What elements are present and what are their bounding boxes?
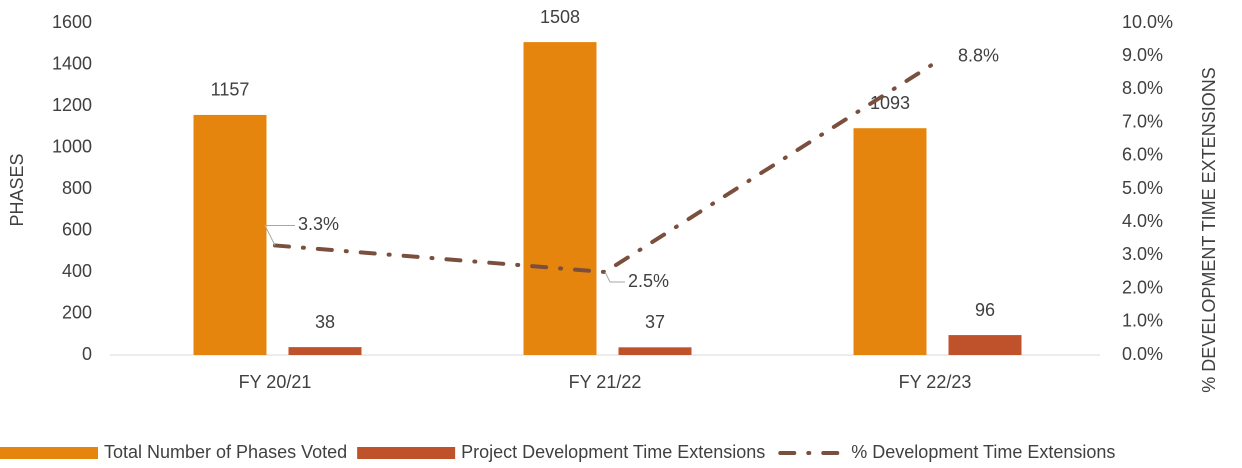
y-tick-label: 600 <box>62 219 92 239</box>
data-label: 1508 <box>540 7 580 27</box>
y-tick-label: 0 <box>82 344 92 364</box>
bar <box>618 347 692 355</box>
y2-tick-label: 1.0% <box>1122 311 1163 331</box>
legend-swatch <box>357 447 456 459</box>
line <box>273 60 937 275</box>
data-label: 96 <box>975 300 995 320</box>
data-label: 1157 <box>211 80 250 100</box>
bar <box>948 335 1022 355</box>
data-label: 2.5% <box>628 271 669 291</box>
leader-line <box>264 224 295 246</box>
y-tick-label: 800 <box>62 178 92 198</box>
x-tick-label: FY 21/22 <box>569 372 642 392</box>
y2-tick-label: 6.0% <box>1122 145 1163 165</box>
y2-tick-label: 4.0% <box>1122 211 1163 231</box>
data-label: 8.8% <box>958 46 999 66</box>
bar <box>853 128 927 355</box>
legend-swatch <box>0 447 98 459</box>
y2-tick-label: 2.0% <box>1122 277 1163 297</box>
data-label: 1093 <box>870 93 910 113</box>
y2-tick-label: 7.0% <box>1122 111 1163 131</box>
bar <box>193 114 267 355</box>
y-tick-label: 1200 <box>52 95 92 115</box>
y-tick-label: 1400 <box>52 53 92 73</box>
y2-tick-label: 5.0% <box>1122 178 1163 198</box>
legend-label: % Development Time Extensions <box>851 442 1115 462</box>
y2-tick-label: 8.0% <box>1122 78 1163 98</box>
y2-axis-title: % DEVELOPMENT TIME EXTENSIONS <box>1199 67 1219 392</box>
x-tick-label: FY 22/23 <box>899 372 972 392</box>
bar <box>523 42 597 356</box>
x-tick-label: FY 20/21 <box>239 372 312 392</box>
leader-line <box>604 271 625 283</box>
data-label: 37 <box>645 312 665 332</box>
bar <box>288 347 362 355</box>
y-tick-label: 1600 <box>52 12 92 32</box>
y2-tick-label: 3.0% <box>1122 244 1163 264</box>
y2-tick-label: 10.0% <box>1122 12 1173 32</box>
y-axis-title: PHASES <box>7 153 27 226</box>
y2-tick-label: 9.0% <box>1122 45 1163 65</box>
legend-label: Total Number of Phases Voted <box>104 442 347 462</box>
y2-tick-label: 0.0% <box>1122 344 1163 364</box>
data-label: 38 <box>315 312 335 332</box>
data-label: 3.3% <box>298 214 339 234</box>
y-tick-label: 1000 <box>52 136 92 156</box>
legend-label: Project Development Time Extensions <box>461 442 765 462</box>
y-tick-label: 400 <box>62 261 92 281</box>
y-tick-label: 200 <box>62 302 92 322</box>
